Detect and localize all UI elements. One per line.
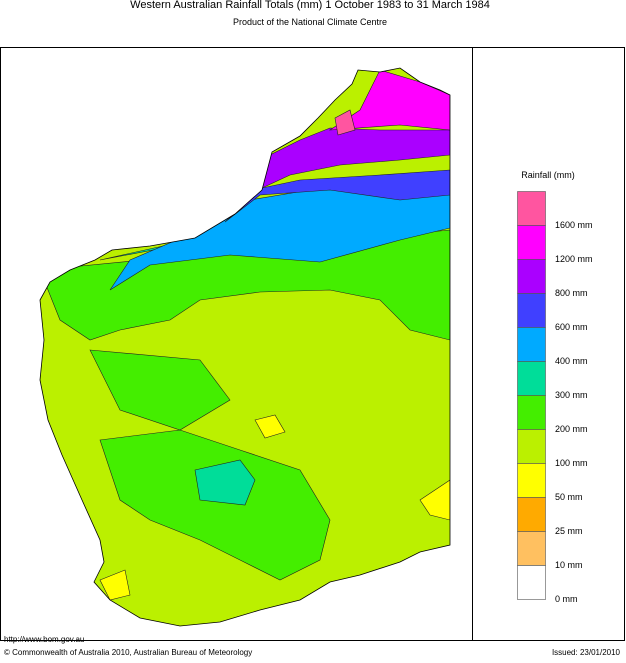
legend-label: 50 mm <box>555 492 583 502</box>
coastline <box>39 67 451 627</box>
zone-200 <box>40 229 450 341</box>
legend-swatch <box>517 259 546 294</box>
zone-1600 <box>334 109 356 136</box>
legend: 1600 mm 1200 mm 800 mm 600 mm 400 mm 300 mm 20… <box>517 191 593 604</box>
legend-label: 1600 mm <box>555 220 593 230</box>
subtitle: Product of the National Climate Centre <box>233 17 387 27</box>
legend-label: 800 mm <box>555 288 588 298</box>
legend-swatch <box>517 225 546 260</box>
footer-issued: Issued: 23/01/2010 <box>552 648 621 657</box>
legend-label: 200 mm <box>555 424 588 434</box>
legend-label: 25 mm <box>555 526 583 536</box>
legend-label: 300 mm <box>555 390 588 400</box>
zone-300 <box>194 459 256 506</box>
legend-title: Rainfall (mm) <box>521 170 575 180</box>
legend-label: 100 mm <box>555 458 588 468</box>
zone-800 <box>261 127 450 189</box>
legend-label: 1200 mm <box>555 254 593 264</box>
zone-50-east <box>419 479 450 521</box>
zone-200-west <box>89 349 231 431</box>
legend-swatch <box>517 327 546 362</box>
zone-200-south <box>99 429 331 581</box>
legend-swatch <box>517 429 546 464</box>
legend-label: 0 mm <box>555 594 578 604</box>
legend-label: 400 mm <box>555 356 588 366</box>
title: Western Australian Rainfall Totals (mm) … <box>130 0 490 11</box>
legend-label: 10 mm <box>555 560 583 570</box>
footer-copyright: © Commonwealth of Australia 2010, Austra… <box>4 648 252 657</box>
zone-50 <box>254 414 286 439</box>
legend-swatch <box>517 191 546 226</box>
legend-swatch <box>517 531 546 566</box>
legend-swatch <box>517 463 546 498</box>
legend-swatch <box>517 395 546 430</box>
legend-swatch <box>517 293 546 328</box>
zone-50-south <box>99 569 131 601</box>
legend-swatch <box>517 497 546 532</box>
legend-swatch <box>517 361 546 396</box>
legend-label: 600 mm <box>555 322 588 332</box>
zone-600 <box>224 169 450 223</box>
footer-url: http://www.bom.gov.au <box>4 635 84 644</box>
legend-frame <box>472 47 625 641</box>
legend-swatch <box>517 565 546 600</box>
zone-1200 <box>328 69 450 131</box>
